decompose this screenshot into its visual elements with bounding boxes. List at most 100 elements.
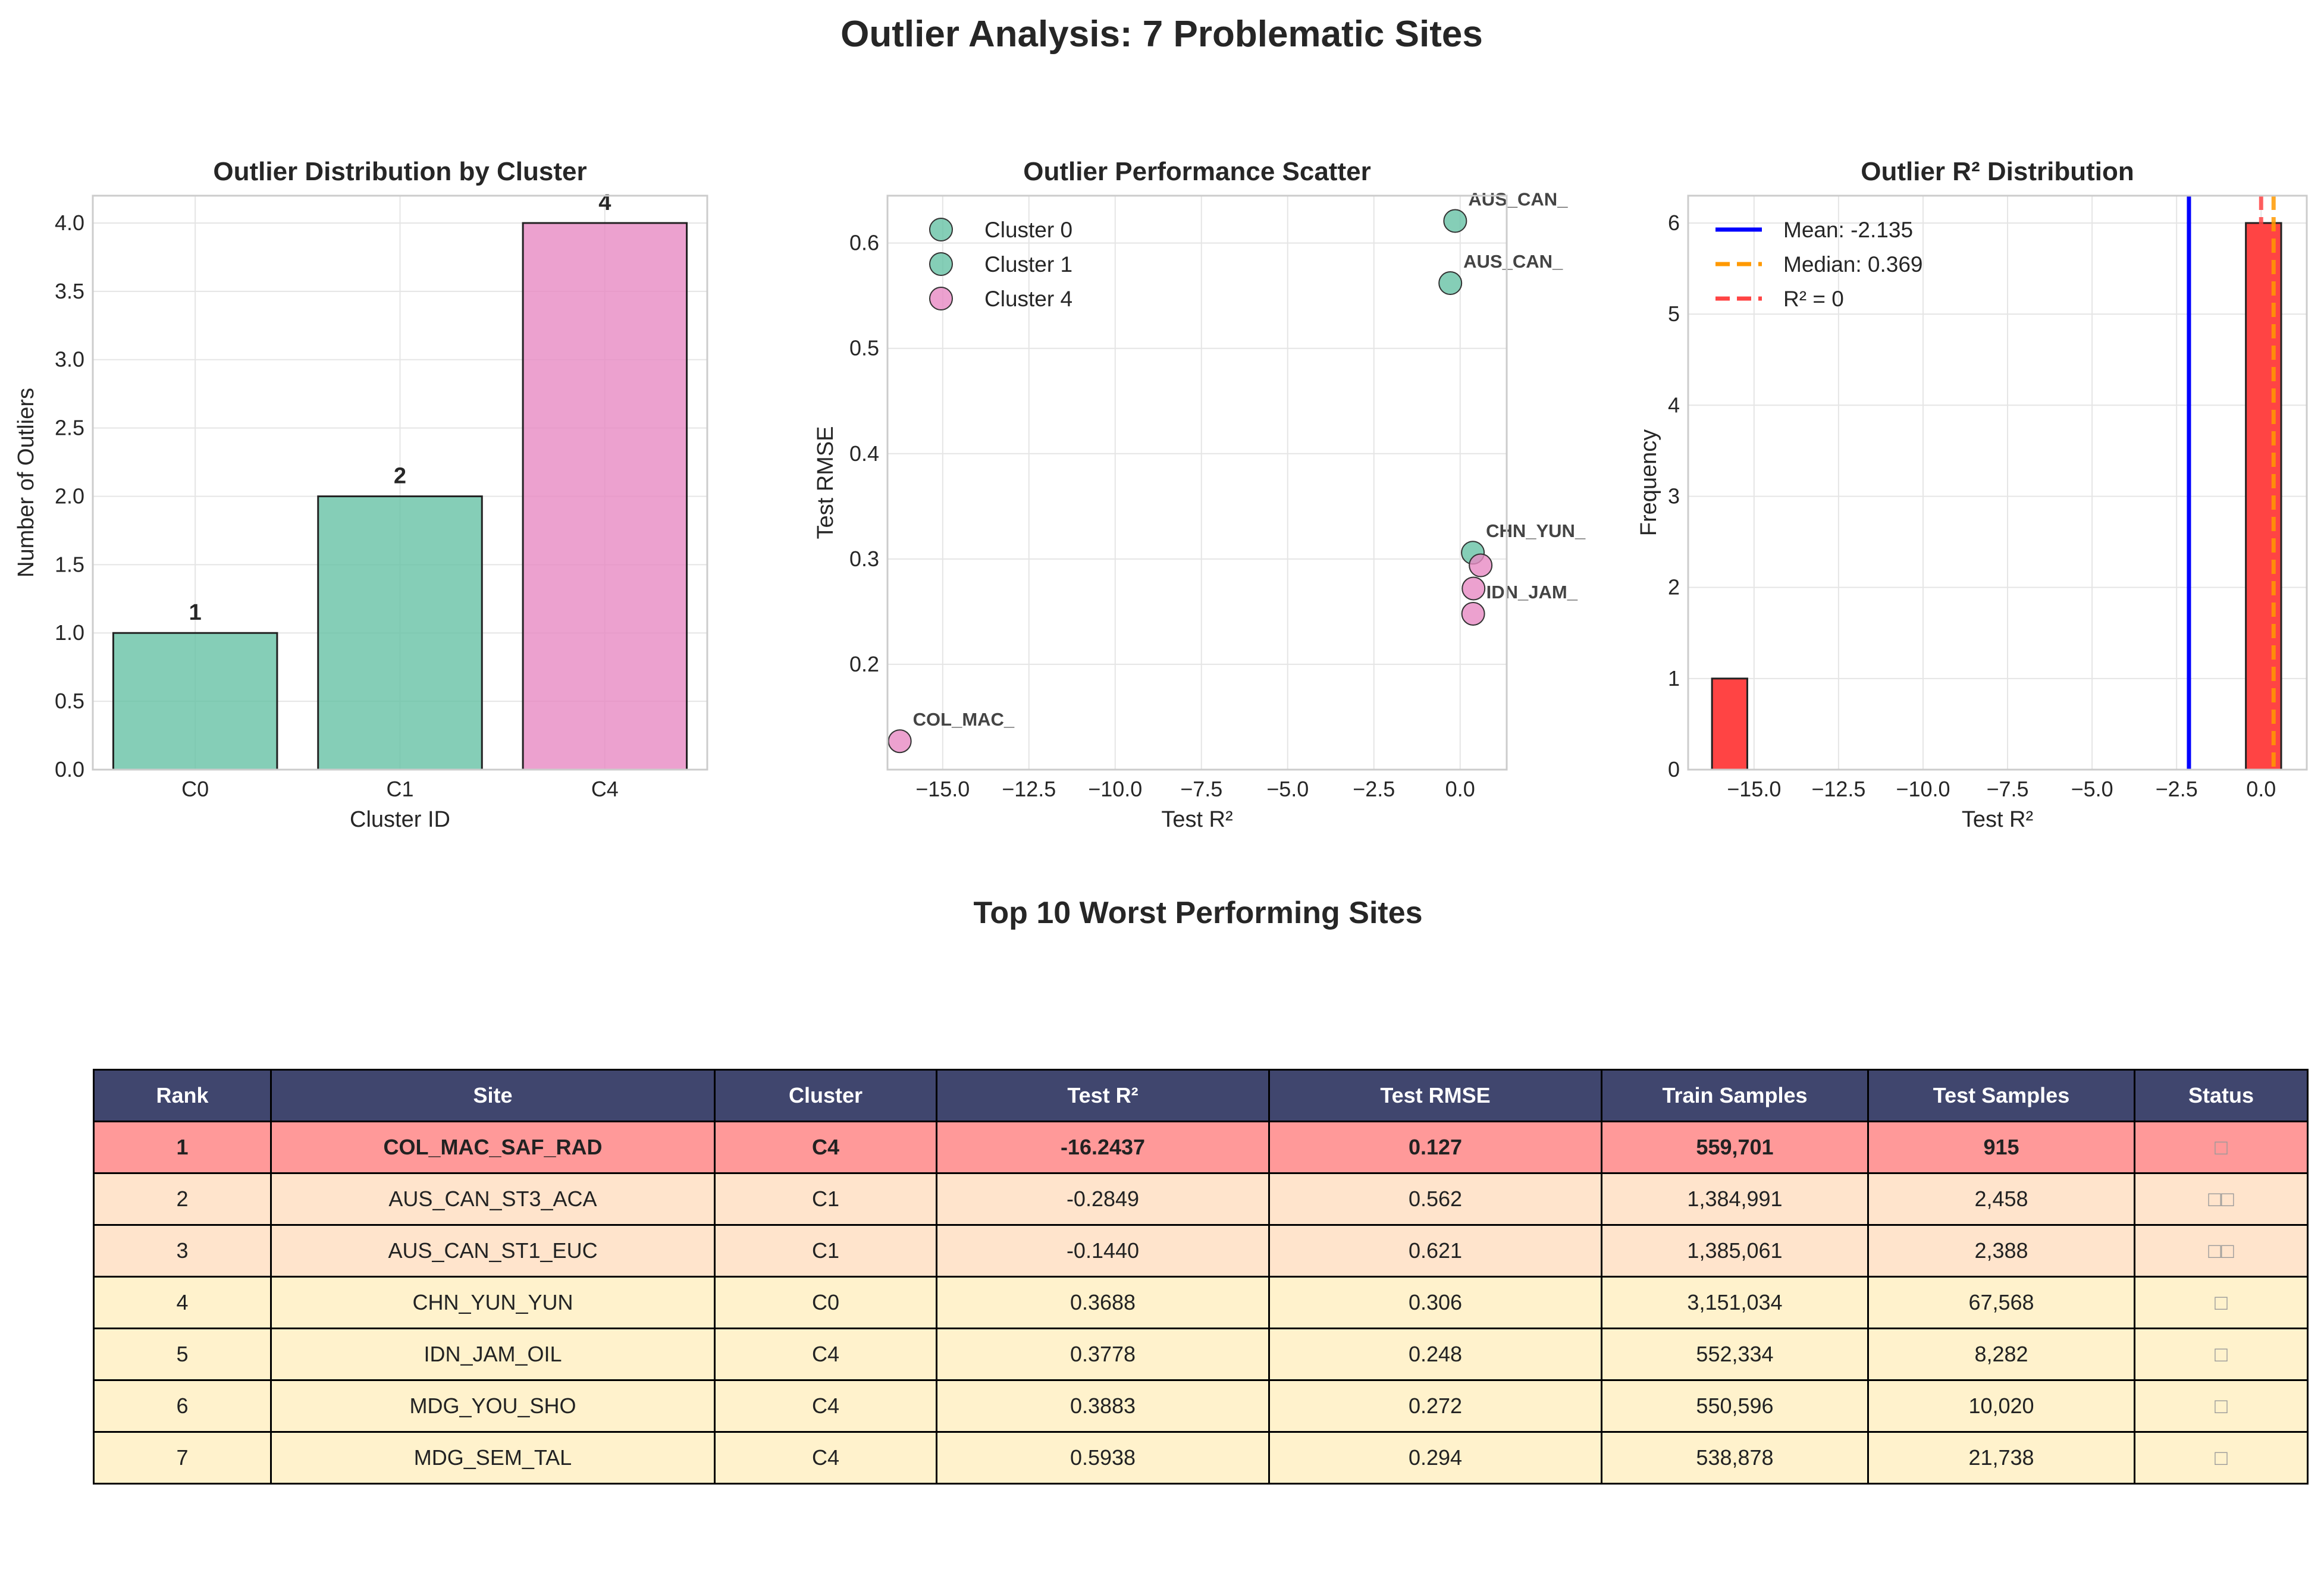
cell-train-samples: 1,384,991 <box>1601 1172 1869 1226</box>
cell-test-r2: 0.5938 <box>936 1431 1270 1485</box>
chart-title: Outlier R² Distribution <box>1861 157 2134 186</box>
data-point <box>887 729 912 754</box>
cell-cluster: C1 <box>714 1224 937 1278</box>
legend-label: Cluster 4 <box>984 287 1072 311</box>
y-tick-label: 1.5 <box>55 552 84 576</box>
y-tick-label: 3.5 <box>55 279 84 303</box>
cell-cluster: C0 <box>714 1276 937 1329</box>
cell-test-rmse: 0.272 <box>1268 1379 1602 1433</box>
cell-status: □ <box>2134 1328 2309 1381</box>
cell-test-samples: 8,282 <box>1867 1328 2135 1381</box>
worst-sites-table: Rank Site Cluster Test R² Test RMSE Trai… <box>93 1069 2309 1485</box>
page-title: Outlier Analysis: 7 Problematic Sites <box>840 14 1483 55</box>
legend-marker <box>929 287 953 310</box>
cell-test-r2: 0.3883 <box>936 1379 1270 1433</box>
chart-r2-distribution: −15.0 −12.5 −10.0 −7.5 −5.0 −2.5 0.0 0 1 2 3 4 5 6 Mea… <box>1636 157 2308 832</box>
table-row: 7 MDG_SEM_TAL C4 0.5938 0.294 538,878 21… <box>93 1431 2309 1485</box>
cell-rank: 5 <box>93 1328 272 1381</box>
chart-outlier-scatter: AUS_CAN_ AUS_CAN_ CHN_YUN_ IDN_JAM_ COL_MAC_… <box>813 157 1586 832</box>
table-row: 3 AUS_CAN_ST1_EUC C1 -0.1440 0.621 1,385… <box>93 1224 2309 1278</box>
y-tick-label: 1 <box>1668 666 1680 691</box>
cell-test-rmse: 0.621 <box>1268 1224 1602 1278</box>
table-header-row: Rank Site Cluster Test R² Test RMSE Trai… <box>93 1069 2309 1122</box>
cell-status: □ <box>2134 1379 2309 1433</box>
y-tick-label: 0.5 <box>849 336 879 360</box>
y-tick-label: 0.2 <box>849 652 879 676</box>
cell-rank: 2 <box>93 1172 272 1226</box>
y-tick-label: 4.0 <box>55 211 84 235</box>
cell-cluster: C4 <box>714 1431 937 1485</box>
plot-frame <box>1687 194 2308 771</box>
legend-marker <box>929 218 953 241</box>
cell-site: COL_MAC_SAF_RAD <box>270 1121 716 1174</box>
point-annotation: AUS_CAN_ <box>1463 251 1563 272</box>
plot-area <box>1688 196 2307 770</box>
cell-test-rmse: 0.248 <box>1268 1328 1602 1381</box>
cell-test-r2: -0.1440 <box>936 1224 1270 1278</box>
column-header: Test RMSE <box>1268 1069 1602 1122</box>
cell-test-samples: 21,738 <box>1867 1431 2135 1485</box>
cell-test-r2: 0.3688 <box>936 1276 1270 1329</box>
x-tick-label: C1 <box>386 777 413 801</box>
bar <box>522 222 688 771</box>
table-row: 5 IDN_JAM_OIL C4 0.3778 0.248 552,334 8,… <box>93 1328 2309 1381</box>
y-tick-label: 4 <box>1668 393 1680 417</box>
x-tick-label: −15.0 <box>915 777 970 801</box>
legend-label: Median: 0.369 <box>1783 252 1923 277</box>
cell-test-rmse: 0.294 <box>1268 1431 1602 1485</box>
cell-test-rmse: 0.562 <box>1268 1172 1602 1226</box>
histogram-bar <box>2245 222 2282 771</box>
cell-train-samples: 1,385,061 <box>1601 1224 1869 1278</box>
cell-train-samples: 559,701 <box>1601 1121 1869 1174</box>
cell-site: CHN_YUN_YUN <box>270 1276 716 1329</box>
cell-rank: 1 <box>93 1121 272 1174</box>
x-tick-label: −12.5 <box>1002 777 1056 801</box>
table-row: 4 CHN_YUN_YUN C0 0.3688 0.306 3,151,034 … <box>93 1276 2309 1329</box>
cell-site: AUS_CAN_ST1_EUC <box>270 1224 716 1278</box>
cell-rank: 7 <box>93 1431 272 1485</box>
cell-test-r2: -16.2437 <box>936 1121 1270 1174</box>
cell-test-samples: 915 <box>1867 1121 2135 1174</box>
cell-site: MDG_YOU_SHO <box>270 1379 716 1433</box>
cell-cluster: C1 <box>714 1172 937 1226</box>
cell-test-r2: 0.3778 <box>936 1328 1270 1381</box>
data-point <box>1461 601 1485 626</box>
cell-test-r2: -0.2849 <box>936 1172 1270 1226</box>
chart-title: Outlier Performance Scatter <box>1023 157 1370 186</box>
x-tick-label: −5.0 <box>1266 777 1309 801</box>
x-axis-label: Cluster ID <box>350 807 450 832</box>
x-axis-label: Test R² <box>1962 807 2033 832</box>
bar-value-label: 2 <box>394 463 406 488</box>
column-header: Rank <box>93 1069 272 1122</box>
x-tick-label: −15.0 <box>1727 777 1781 801</box>
cell-status: □ <box>2134 1276 2309 1329</box>
cell-test-samples: 2,388 <box>1867 1224 2135 1278</box>
histogram-bar <box>1711 677 1748 771</box>
cell-site: MDG_SEM_TAL <box>270 1431 716 1485</box>
column-header: Cluster <box>714 1069 937 1122</box>
cell-train-samples: 538,878 <box>1601 1431 1869 1485</box>
data-point <box>1461 576 1486 601</box>
cell-test-rmse: 0.127 <box>1268 1121 1602 1174</box>
cell-train-samples: 552,334 <box>1601 1328 1869 1381</box>
legend-label: R² = 0 <box>1783 287 1844 311</box>
bar-value-label: 1 <box>189 600 202 625</box>
x-tick-label: −2.5 <box>1353 777 1395 801</box>
x-tick-label: 0.0 <box>2246 777 2276 801</box>
y-tick-label: 0 <box>1668 757 1680 782</box>
x-tick-label: −10.0 <box>1088 777 1142 801</box>
cell-rank: 6 <box>93 1379 272 1433</box>
chart-outlier-distribution: 1 2 4 0.0 0.5 1.0 1.5 2.0 2.5 3.0 3.5 4.0 C0 C1 C4 Outl… <box>14 157 708 832</box>
y-axis-label: Frequency <box>1636 429 1661 536</box>
cell-test-samples: 10,020 <box>1867 1379 2135 1433</box>
cell-status: □ <box>2134 1121 2309 1174</box>
cell-test-rmse: 0.306 <box>1268 1276 1602 1329</box>
column-header: Test Samples <box>1867 1069 2135 1122</box>
table-row: 2 AUS_CAN_ST3_ACA C1 -0.2849 0.562 1,384… <box>93 1172 2309 1226</box>
x-axis-label: Test R² <box>1161 807 1232 832</box>
cell-cluster: C4 <box>714 1121 937 1174</box>
y-tick-label: 0.4 <box>849 441 879 466</box>
cell-site: AUS_CAN_ST3_ACA <box>270 1172 716 1226</box>
